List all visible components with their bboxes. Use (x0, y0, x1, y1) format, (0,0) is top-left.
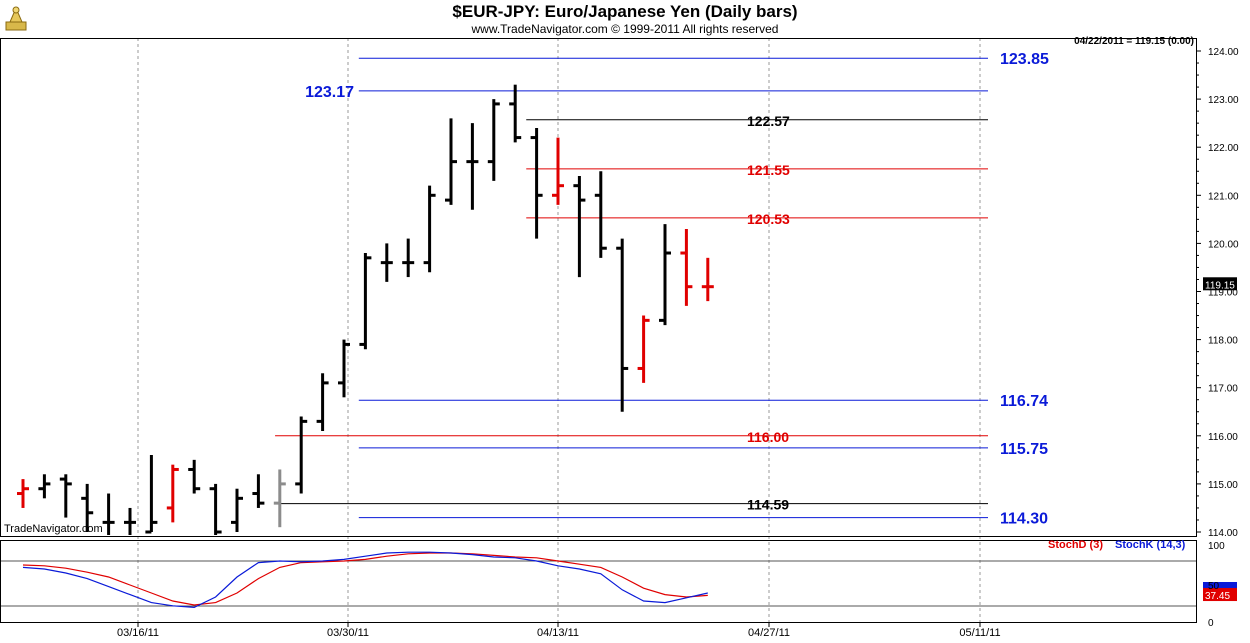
ohlc-bar (530, 127, 543, 239)
ohlc-bar (509, 84, 522, 143)
stoch-tick-label: 100 (1208, 541, 1225, 552)
ohlc-bar (637, 315, 650, 383)
ohlc-bar (594, 171, 607, 258)
y-tick-label: 122.00 (1208, 143, 1239, 154)
y-tick-label: 123.00 (1208, 95, 1239, 106)
ohlc-bar (552, 137, 564, 205)
stochd-legend: StochD (3) (1048, 539, 1103, 551)
level-label: 123.17 (305, 84, 354, 101)
stoch-tick-label: 50 (1208, 581, 1220, 592)
ohlc-bar (273, 469, 286, 528)
chart-axes: 03/16/11 03/30/11 04/13/11 04/27/11 05/11/11… (0, 38, 1239, 639)
ohlc-bar (701, 257, 714, 302)
x-tick-label: 04/13/11 (537, 627, 579, 639)
y-tick-label: 115.00 (1208, 480, 1238, 491)
trade-navigator-logo-icon (5, 6, 27, 31)
ohlc-bar (188, 459, 201, 494)
x-tick-label: 03/16/11 (117, 627, 159, 639)
y-tick-label: 116.00 (1208, 432, 1238, 443)
y-tick-label: 121.00 (1208, 191, 1239, 202)
ohlc-bar (573, 176, 586, 278)
stochd-line (22, 552, 708, 606)
ohlc-bar (231, 488, 243, 532)
level-label: 120.53 (747, 211, 790, 227)
x-tick-label: 04/27/11 (748, 627, 790, 639)
ohlc-bar (487, 99, 500, 181)
stochd-value-label: 37.45 (1205, 591, 1230, 602)
current-price-box (1203, 277, 1237, 291)
level-label: 121.55 (747, 162, 790, 178)
stoch-tick-label: 0 (1208, 618, 1214, 629)
ohlc-bar (380, 243, 393, 282)
x-tick-label: 05/11/11 (959, 627, 1000, 639)
current-price-label: 119.15 (1205, 280, 1235, 291)
ohlc-bar (402, 238, 415, 278)
chart-title: $EUR-JPY: Euro/Japanese Yen (Daily bars) (452, 2, 798, 21)
y-tick-label: 118.00 (1208, 336, 1238, 347)
y-tick-label: 119.00 (1208, 288, 1238, 299)
ohlc-bar (338, 339, 350, 398)
level-label: 116.74 (1000, 393, 1048, 410)
y-tick-label: 120.00 (1208, 239, 1239, 250)
ohlc-bar (466, 123, 479, 210)
stochk-line (22, 551, 708, 609)
ohlc-bar (81, 483, 94, 532)
level-label: 122.57 (747, 113, 790, 129)
support-resistance-lines: 123.85 123.17 122.57 121.55 120.53 116.74 116.… (275, 51, 1049, 528)
ohlc-bar (209, 483, 222, 535)
ohlc-bar (680, 228, 693, 306)
level-label: 114.59 (747, 497, 789, 513)
ohlc-bar (17, 479, 29, 508)
chart-grid (137, 38, 981, 622)
price-panel-frame (0, 38, 1197, 537)
x-tick-label: 03/30/11 (327, 627, 369, 639)
y-tick-label: 114.00 (1208, 528, 1238, 539)
ohlc-bar (445, 118, 457, 205)
ohlc-bar (38, 474, 51, 499)
stochk-marker (1203, 582, 1237, 590)
stochastic-panel: 37.45 (0, 551, 1237, 609)
ohlc-bar (616, 238, 629, 412)
stochd-value-box (1203, 588, 1237, 602)
ohlc-bar (166, 464, 179, 523)
ohlc-bar (659, 224, 671, 326)
ohlc-bar (59, 474, 72, 518)
last-quote: 04/22/2011 = 119.15 (0.00) (1074, 36, 1194, 47)
y-tick-label: 124.00 (1208, 47, 1239, 58)
stochk-legend: StochK (14,3) (1115, 539, 1186, 551)
y-tick-label: 117.00 (1208, 384, 1238, 395)
watermark: TradeNavigator.com (4, 523, 103, 535)
chart-subtitle: www.TradeNavigator.com © 1999-2011 All r… (471, 22, 779, 36)
ohlc-bar (102, 493, 115, 535)
level-label: 114.30 (1000, 511, 1048, 528)
ohlc-bar (423, 185, 436, 273)
price-bars (17, 84, 714, 535)
level-label: 115.75 (1000, 441, 1048, 458)
level-label: 116.00 (747, 429, 789, 445)
level-label: 123.85 (1000, 51, 1049, 68)
ohlc-bar (145, 455, 158, 534)
ohlc-bar (295, 416, 308, 494)
ohlc-bar (252, 474, 265, 508)
ohlc-bar (124, 507, 136, 535)
stoch-panel-frame (0, 540, 1197, 623)
ohlc-bar (359, 253, 372, 350)
ohlc-bar (316, 373, 329, 431)
